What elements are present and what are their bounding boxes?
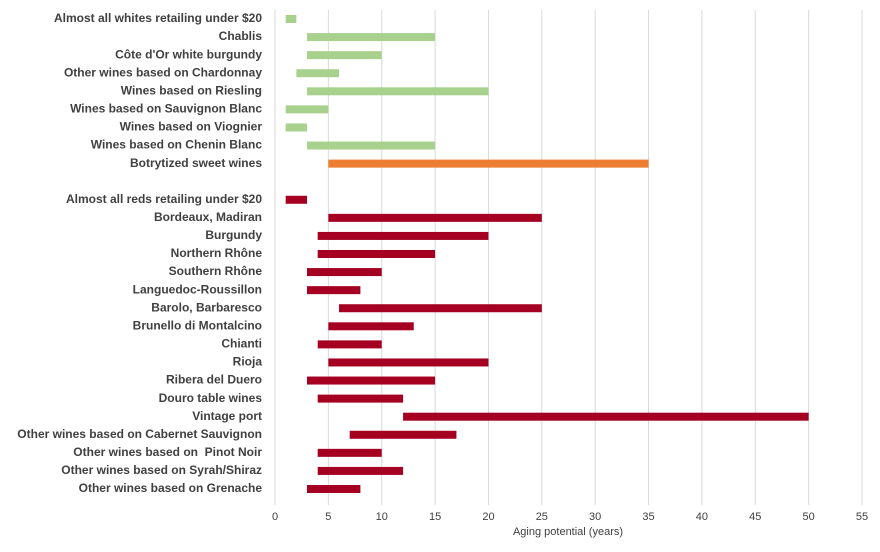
y-tick-label: Chianti [221, 337, 262, 351]
y-tick-label: Burgundy [205, 228, 262, 242]
x-tick-label: 35 [642, 511, 654, 523]
y-tick-label: Botrytized sweet wines [130, 156, 262, 170]
y-tick-label: Wines based on Viognier [120, 120, 263, 134]
y-tick-label: Northern Rhône [171, 246, 263, 260]
y-tick-label: Other wines based on Grenache [79, 481, 263, 495]
bar [285, 105, 329, 114]
bar [285, 15, 297, 23]
y-tick-label: Other wines based on Syrah/Shiraz [61, 463, 262, 477]
y-tick-label: Ribera del Duero [166, 373, 262, 387]
bar [285, 123, 308, 132]
bar [328, 322, 414, 331]
bar [307, 286, 361, 295]
bar [307, 485, 361, 493]
bar [296, 69, 340, 78]
bar [317, 448, 382, 457]
bar [307, 87, 489, 96]
y-tick-label: Côte d'Or white burgundy [115, 47, 262, 61]
y-tick-label: Southern Rhône [169, 264, 263, 278]
x-tick-label: 45 [749, 511, 761, 523]
bar [403, 412, 809, 421]
y-tick-label: Almost all reds retailing under $20 [66, 192, 262, 206]
x-axis-title: Aging potential (years) [513, 526, 623, 538]
y-tick-label: Other wines based on Chardonnay [64, 65, 262, 79]
bar [307, 268, 382, 277]
y-tick-label: Wines based on Riesling [121, 83, 262, 97]
bar [307, 33, 436, 42]
y-tick-label: Douro table wines [159, 391, 263, 405]
bar [317, 466, 404, 475]
bar [328, 213, 542, 222]
bar [328, 159, 649, 168]
y-tick-label: Vintage port [192, 409, 262, 423]
y-tick-label: Barolo, Barbaresco [151, 300, 262, 314]
y-tick-label: Wines based on Sauvignon Blanc [70, 102, 262, 116]
bar [328, 358, 489, 367]
y-tick-label: Brunello di Montalcino [133, 318, 262, 332]
y-tick-label: Almost all whites retailing under $20 [54, 11, 262, 25]
bar [317, 394, 404, 403]
bar [285, 195, 308, 204]
x-tick-label: 50 [803, 511, 815, 523]
x-tick-label: 10 [376, 511, 388, 523]
x-tick-label: 25 [536, 511, 548, 523]
x-tick-label: 15 [429, 511, 441, 523]
bar [317, 250, 436, 258]
y-tick-label: Other wines based on Pinot Noir [73, 445, 262, 459]
x-tick-label: 55 [856, 511, 868, 523]
y-tick-label: Languedoc-Roussillon [133, 282, 262, 296]
x-tick-label: 20 [482, 511, 494, 523]
bar [307, 51, 382, 60]
x-tick-label: 5 [325, 511, 331, 523]
bar [349, 430, 457, 439]
y-tick-label: Other wines based on Cabernet Sauvignon [17, 427, 262, 441]
x-tick-label: 40 [696, 511, 708, 523]
y-tick-label: Bordeaux, Madiran [154, 210, 262, 224]
y-tick-label: Chablis [219, 29, 263, 43]
y-tick-label: Rioja [233, 355, 263, 369]
bar [317, 340, 382, 349]
x-tick-label: 30 [589, 511, 601, 523]
bar [339, 304, 542, 313]
x-tick-label: 0 [272, 511, 278, 523]
bar [307, 141, 436, 150]
bar [317, 231, 489, 240]
bar [307, 376, 436, 385]
y-tick-label: Wines based on Chenin Blanc [91, 138, 263, 152]
